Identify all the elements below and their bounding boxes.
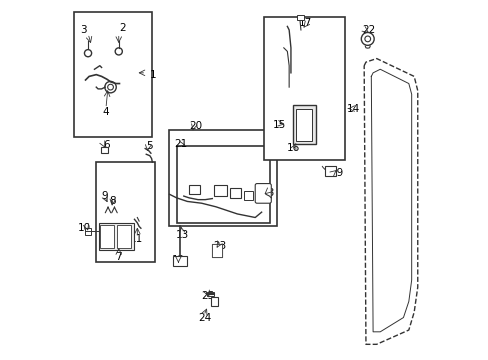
Bar xyxy=(211,244,221,257)
Text: 12: 12 xyxy=(171,255,184,265)
Text: 8: 8 xyxy=(109,197,116,206)
Bar xyxy=(99,223,134,249)
Text: 6: 6 xyxy=(103,140,110,150)
Text: 14: 14 xyxy=(346,104,359,113)
Bar xyxy=(176,146,269,223)
Bar xyxy=(96,162,155,262)
Bar xyxy=(101,147,108,153)
Text: 3: 3 xyxy=(80,25,86,35)
Text: 5: 5 xyxy=(146,141,153,151)
Text: 16: 16 xyxy=(286,143,300,153)
Text: 1: 1 xyxy=(150,69,156,80)
Text: 15: 15 xyxy=(272,120,285,130)
Bar xyxy=(84,228,91,235)
Bar xyxy=(189,185,200,194)
Text: 25: 25 xyxy=(201,291,214,301)
Text: 18: 18 xyxy=(262,188,275,198)
Text: 24: 24 xyxy=(198,312,211,323)
Text: 21: 21 xyxy=(174,139,187,149)
Text: 7: 7 xyxy=(115,252,122,262)
Text: 9: 9 xyxy=(101,191,107,201)
Bar xyxy=(296,109,312,141)
Bar xyxy=(230,188,241,198)
Text: 2: 2 xyxy=(119,23,125,33)
Bar xyxy=(214,185,226,196)
Text: 22: 22 xyxy=(362,25,375,35)
Bar xyxy=(169,130,276,226)
FancyBboxPatch shape xyxy=(255,184,271,203)
Bar xyxy=(206,292,214,296)
Bar xyxy=(211,244,221,257)
Text: 17: 17 xyxy=(298,18,311,28)
Bar xyxy=(116,225,131,248)
Bar xyxy=(244,191,253,200)
Text: 23: 23 xyxy=(212,241,225,251)
Text: 19: 19 xyxy=(330,168,343,178)
Bar xyxy=(292,105,315,144)
Bar xyxy=(297,15,303,20)
Text: 20: 20 xyxy=(189,121,203,131)
Bar xyxy=(210,297,218,306)
Bar xyxy=(173,256,186,266)
Text: 10: 10 xyxy=(78,223,91,233)
Text: 11: 11 xyxy=(130,234,143,244)
Bar xyxy=(74,12,152,137)
Bar xyxy=(264,18,344,160)
Bar xyxy=(100,225,114,248)
Text: 4: 4 xyxy=(102,107,109,117)
Bar xyxy=(324,166,336,176)
Text: 13: 13 xyxy=(175,230,188,240)
